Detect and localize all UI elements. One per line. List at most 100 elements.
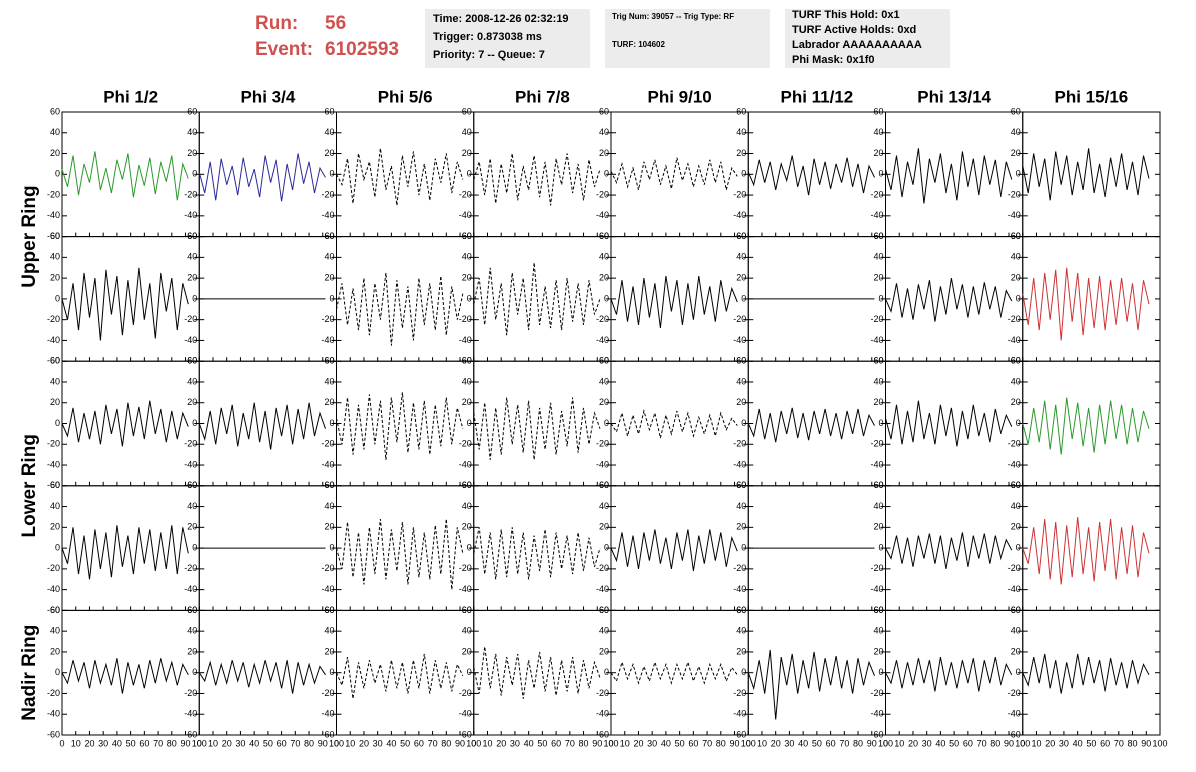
y-tick-label: 20: [1011, 646, 1021, 656]
x-tick-label: 30: [647, 738, 657, 748]
y-tick-label: -60: [596, 480, 609, 490]
x-tick-label: 0: [883, 738, 888, 748]
waveform: [473, 397, 601, 460]
y-tick-label: -20: [870, 688, 883, 698]
ring-label: Nadir Ring: [19, 625, 40, 721]
y-tick-label: -20: [459, 688, 472, 698]
waveform: [747, 155, 875, 196]
y-tick-label: 40: [324, 252, 334, 262]
event-number: 6102593: [325, 39, 399, 60]
y-tick-label: 0: [55, 418, 60, 428]
y-tick-label: 40: [599, 501, 609, 511]
info-line: Labrador AAAAAAAAAA: [792, 39, 922, 51]
x-tick-label: 20: [359, 738, 369, 748]
y-tick-label: -40: [1008, 459, 1021, 469]
x-tick-label: 30: [922, 738, 932, 748]
y-tick-label: 20: [50, 273, 60, 283]
y-tick-label: 40: [324, 127, 334, 137]
y-tick-label: 40: [187, 252, 197, 262]
y-tick-label: -20: [184, 189, 197, 199]
y-tick-label: 20: [462, 273, 472, 283]
panel-frame: [336, 236, 475, 362]
y-tick-label: 60: [187, 231, 197, 241]
x-tick-label: 90: [181, 738, 191, 748]
y-tick-label: -20: [47, 189, 60, 199]
y-tick-label: 20: [187, 646, 197, 656]
y-tick-label: -60: [321, 729, 334, 739]
y-tick-label: 60: [873, 106, 883, 116]
y-tick-label: -20: [47, 439, 60, 449]
y-tick-label: -60: [47, 231, 60, 241]
x-tick-label: 50: [1086, 738, 1096, 748]
y-tick-label: 20: [873, 646, 883, 656]
y-tick-label: -40: [459, 210, 472, 220]
y-tick-label: -60: [1008, 356, 1021, 366]
y-tick-label: 60: [599, 231, 609, 241]
x-tick-label: 60: [277, 738, 287, 748]
y-tick-label: 20: [599, 397, 609, 407]
y-tick-label: 40: [1011, 626, 1021, 636]
y-tick-label: -20: [733, 314, 746, 324]
waveform: [1022, 148, 1150, 201]
y-tick-label: 20: [324, 148, 334, 158]
y-tick-label: 0: [329, 667, 334, 677]
panel-frame: [885, 609, 1024, 736]
waveform: [336, 272, 464, 346]
column-header: Phi 5/6: [378, 87, 433, 106]
x-tick-label: 10: [208, 738, 218, 748]
waveform: [747, 649, 875, 720]
y-tick-label: -60: [733, 356, 746, 366]
x-tick-label: 80: [167, 738, 177, 748]
x-tick-label: 90: [730, 738, 740, 748]
y-tick-label: 60: [187, 480, 197, 490]
x-tick-label: 20: [84, 738, 94, 748]
y-tick-label: -20: [596, 314, 609, 324]
y-tick-label: 20: [462, 646, 472, 656]
y-tick-label: -40: [596, 709, 609, 719]
x-tick-label: 40: [935, 738, 945, 748]
y-tick-label: 60: [736, 356, 746, 366]
y-tick-label: 0: [878, 418, 883, 428]
waveform: [61, 658, 189, 694]
y-tick-label: -20: [596, 563, 609, 573]
y-tick-label: -40: [733, 584, 746, 594]
y-tick-label: -40: [596, 459, 609, 469]
y-tick-label: 20: [736, 397, 746, 407]
waveform: [885, 656, 1013, 692]
info-line: TURF This Hold: 0x1: [792, 9, 900, 21]
y-tick-label: -20: [184, 314, 197, 324]
run-label: Run:: [255, 13, 298, 34]
y-tick-label: 20: [50, 397, 60, 407]
x-tick-label: 70: [1114, 738, 1124, 748]
y-tick-label: 20: [187, 397, 197, 407]
y-tick-label: 40: [187, 376, 197, 386]
y-tick-label: 0: [878, 169, 883, 179]
y-tick-label: 0: [878, 667, 883, 677]
y-tick-label: 40: [50, 376, 60, 386]
y-tick-label: 40: [324, 376, 334, 386]
x-tick-label: 0: [334, 738, 339, 748]
y-tick-label: 60: [736, 480, 746, 490]
y-tick-label: -20: [321, 439, 334, 449]
panel-frame: [610, 111, 749, 238]
waveform: [198, 660, 326, 694]
y-tick-label: -60: [870, 231, 883, 241]
y-tick-label: -20: [184, 688, 197, 698]
y-tick-label: -60: [1008, 729, 1021, 739]
y-tick-label: 60: [1011, 480, 1021, 490]
y-tick-label: 0: [467, 418, 472, 428]
x-tick-label: 40: [524, 738, 534, 748]
x-tick-label: 20: [1045, 738, 1055, 748]
y-tick-label: 20: [324, 397, 334, 407]
y-tick-label: 20: [599, 148, 609, 158]
y-tick-label: 20: [873, 148, 883, 158]
y-tick-label: -20: [733, 563, 746, 573]
x-tick-label: 100: [603, 738, 618, 748]
column-header: Phi 3/4: [240, 87, 295, 106]
x-tick-label: 50: [675, 738, 685, 748]
x-tick-label: 0: [59, 738, 64, 748]
ring-label: Lower Ring: [19, 434, 40, 537]
column-header: Phi 9/10: [647, 87, 711, 106]
x-tick-label: 50: [126, 738, 136, 748]
